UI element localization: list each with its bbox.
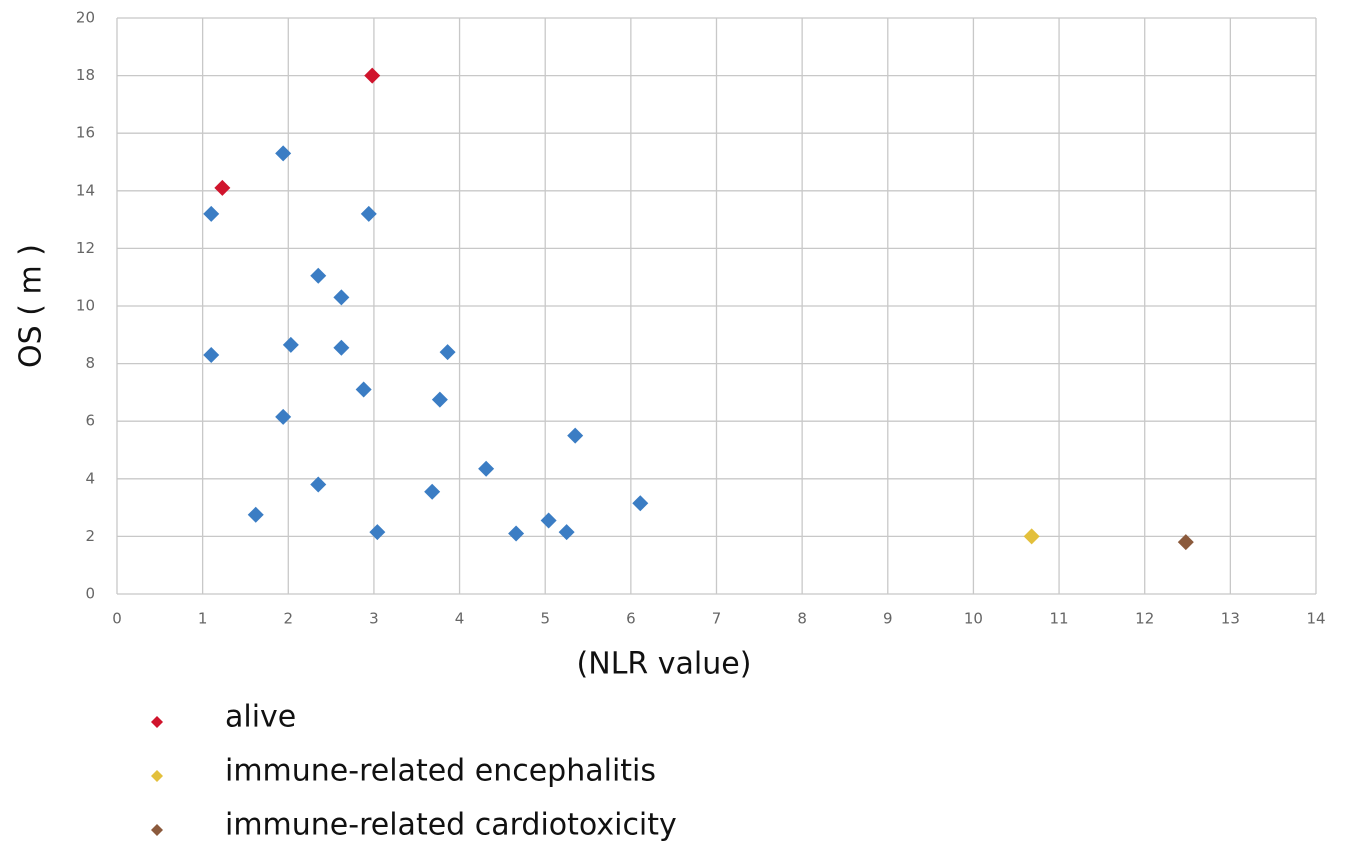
x-axis-label: (NLR value) (577, 647, 752, 682)
x-tick-label: 5 (540, 610, 550, 628)
y-tick-label: 14 (76, 181, 95, 199)
legend-marker (151, 716, 163, 728)
legend-label: alive (225, 700, 296, 735)
y-tick-label: 2 (85, 527, 95, 545)
legend-marker (151, 770, 163, 782)
x-tick-label: 2 (284, 610, 294, 628)
x-tick-label: 12 (1135, 610, 1154, 628)
point (360, 205, 377, 222)
point (540, 512, 557, 529)
point (333, 339, 350, 356)
y-tick-label: 16 (76, 124, 95, 142)
y-tick-label: 20 (76, 9, 95, 27)
y-tick-label: 4 (85, 469, 95, 487)
x-tick-label: 3 (369, 610, 379, 628)
point (439, 344, 456, 361)
x-tick-label: 13 (1221, 610, 1240, 628)
point (478, 460, 495, 477)
y-axis-label: OS ( m ) (14, 244, 49, 368)
x-tick-label: 8 (797, 610, 807, 628)
point (355, 381, 372, 398)
x-tick-label: 10 (964, 610, 983, 628)
y-tick-label: 6 (85, 412, 95, 430)
point (282, 336, 299, 353)
point (369, 524, 386, 541)
y-tick-label: 0 (85, 585, 95, 603)
point (558, 524, 575, 541)
point (247, 506, 264, 523)
legend-label: immune-related encephalitis (225, 754, 656, 789)
y-tick-label: 8 (85, 354, 95, 372)
x-tick-label: 9 (883, 610, 893, 628)
x-tick-label: 14 (1306, 610, 1325, 628)
point (203, 346, 220, 363)
x-tick-label: 6 (626, 610, 636, 628)
point (1023, 528, 1040, 545)
x-tick-label: 1 (198, 610, 208, 628)
point (310, 267, 327, 284)
point (203, 205, 220, 222)
point (275, 145, 292, 162)
point (364, 67, 381, 84)
y-tick-label: 18 (76, 66, 95, 84)
point (424, 483, 441, 500)
point (508, 525, 525, 542)
legend-label: immune-related cardiotoxicity (225, 808, 677, 843)
point (431, 391, 448, 408)
point (214, 179, 231, 196)
point (333, 289, 350, 306)
y-tick-label: 12 (76, 239, 95, 257)
x-tick-label: 0 (112, 610, 122, 628)
legend-marker (151, 824, 163, 836)
point (310, 476, 327, 493)
point (567, 427, 584, 444)
x-tick-label: 11 (1050, 610, 1069, 628)
y-tick-label: 10 (76, 297, 95, 315)
point (275, 408, 292, 425)
point (1177, 534, 1194, 551)
point (632, 495, 649, 512)
x-tick-label: 4 (455, 610, 465, 628)
x-tick-label: 7 (712, 610, 722, 628)
